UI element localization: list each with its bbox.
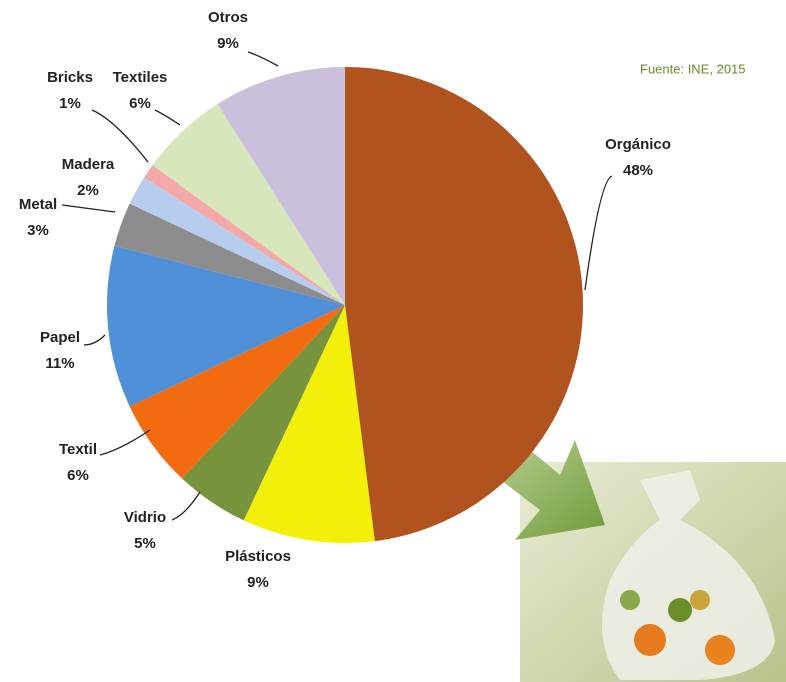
pie-slice [129,177,345,305]
photo [520,462,786,682]
value-label: 9% [217,35,239,52]
slice-label: Textil [59,441,97,458]
value-label: 1% [59,95,81,112]
slice-label: Plásticos [225,548,291,565]
value-label: 11% [45,355,74,372]
pie-slice [217,67,345,305]
slice-label: Otros [208,9,248,26]
pie-slice [182,305,345,521]
value-label: 3% [27,222,49,239]
pie-slice [107,245,345,407]
leader-line [83,334,106,346]
source: Fuente: INE, 2015 [640,61,746,76]
value-label: 6% [129,95,151,112]
leader-line [154,109,181,126]
slice-label: Madera [62,156,115,173]
leader-line [247,51,279,67]
pie-slice [243,305,375,543]
pie-slice [152,104,345,305]
value-label: 48% [623,162,653,179]
value-label: 2% [77,182,99,199]
leader-line [584,175,613,291]
slice-label: Vidrio [124,509,166,526]
value-label: 6% [67,467,89,484]
leader-line [91,109,149,163]
pie-slice [345,67,584,542]
slice-label: Textiles [113,69,168,86]
leader-line [171,491,201,521]
value-label: 5% [134,535,156,552]
leader-line [61,204,116,213]
slice-label: Bricks [47,69,93,86]
value-label: 9% [247,574,269,591]
leader-line [99,429,151,456]
slice-label: Papel [40,329,80,346]
pie-slice [129,305,345,479]
slice-label: Orgánico [605,136,671,153]
slice-label: Metal [19,196,57,213]
pie-slice [114,203,346,305]
pie-slice [144,165,345,305]
